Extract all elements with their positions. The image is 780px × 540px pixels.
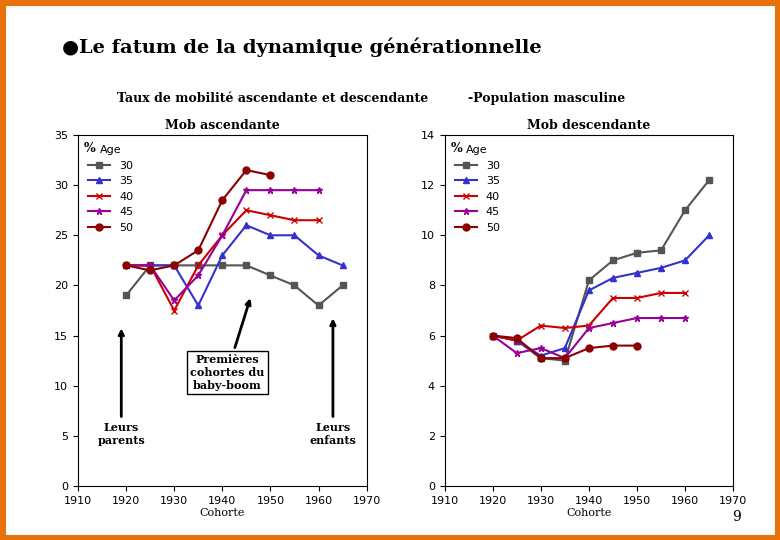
Text: %: % bbox=[450, 142, 462, 155]
Title: Mob descendante: Mob descendante bbox=[527, 119, 651, 132]
Legend: 30, 35, 40, 45, 50: 30, 35, 40, 45, 50 bbox=[450, 140, 505, 237]
Title: Mob ascendante: Mob ascendante bbox=[165, 119, 280, 132]
Text: Premières
cohortes du
baby-boom: Premières cohortes du baby-boom bbox=[190, 301, 264, 391]
Text: ●Le fatum de la dynamique générationnelle: ●Le fatum de la dynamique générationnell… bbox=[62, 38, 542, 57]
X-axis label: Cohorte: Cohorte bbox=[200, 509, 245, 518]
Legend: 30, 35, 40, 45, 50: 30, 35, 40, 45, 50 bbox=[83, 140, 138, 237]
X-axis label: Cohorte: Cohorte bbox=[566, 509, 612, 518]
Text: Leurs
parents: Leurs parents bbox=[98, 332, 145, 446]
Text: -Population masculine: -Population masculine bbox=[468, 92, 626, 105]
Text: 9: 9 bbox=[732, 510, 741, 524]
Text: Leurs
enfants: Leurs enfants bbox=[310, 321, 356, 446]
Text: Taux de mobilité ascendante et descendante: Taux de mobilité ascendante et descendan… bbox=[117, 92, 428, 105]
Text: %: % bbox=[83, 142, 95, 155]
